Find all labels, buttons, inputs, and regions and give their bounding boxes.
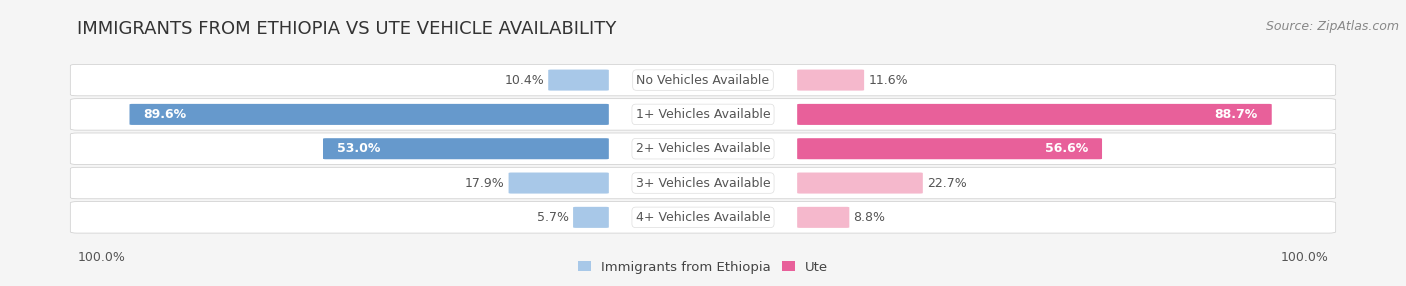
FancyBboxPatch shape bbox=[70, 167, 1336, 199]
FancyBboxPatch shape bbox=[70, 99, 1336, 130]
Text: 88.7%: 88.7% bbox=[1215, 108, 1258, 121]
Text: 11.6%: 11.6% bbox=[869, 74, 908, 87]
Text: No Vehicles Available: No Vehicles Available bbox=[637, 74, 769, 87]
Text: 1+ Vehicles Available: 1+ Vehicles Available bbox=[636, 108, 770, 121]
Text: 56.6%: 56.6% bbox=[1045, 142, 1088, 155]
FancyBboxPatch shape bbox=[548, 69, 609, 91]
FancyBboxPatch shape bbox=[509, 172, 609, 194]
FancyBboxPatch shape bbox=[70, 64, 1336, 96]
Text: 17.9%: 17.9% bbox=[464, 176, 505, 190]
FancyBboxPatch shape bbox=[797, 207, 849, 228]
FancyBboxPatch shape bbox=[70, 133, 1336, 164]
FancyBboxPatch shape bbox=[574, 207, 609, 228]
Text: 2+ Vehicles Available: 2+ Vehicles Available bbox=[636, 142, 770, 155]
FancyBboxPatch shape bbox=[797, 104, 1272, 125]
FancyBboxPatch shape bbox=[797, 69, 865, 91]
Text: IMMIGRANTS FROM ETHIOPIA VS UTE VEHICLE AVAILABILITY: IMMIGRANTS FROM ETHIOPIA VS UTE VEHICLE … bbox=[77, 20, 617, 38]
FancyBboxPatch shape bbox=[797, 138, 1102, 159]
Text: 100.0%: 100.0% bbox=[1281, 251, 1329, 264]
Text: Source: ZipAtlas.com: Source: ZipAtlas.com bbox=[1265, 20, 1399, 33]
FancyBboxPatch shape bbox=[323, 138, 609, 159]
Text: 89.6%: 89.6% bbox=[143, 108, 187, 121]
Text: 8.8%: 8.8% bbox=[853, 211, 886, 224]
FancyBboxPatch shape bbox=[70, 202, 1336, 233]
Text: 5.7%: 5.7% bbox=[537, 211, 569, 224]
Text: 22.7%: 22.7% bbox=[927, 176, 967, 190]
FancyBboxPatch shape bbox=[797, 172, 922, 194]
FancyBboxPatch shape bbox=[129, 104, 609, 125]
Text: 53.0%: 53.0% bbox=[337, 142, 381, 155]
Text: 100.0%: 100.0% bbox=[77, 251, 125, 264]
Text: 10.4%: 10.4% bbox=[505, 74, 544, 87]
Text: 3+ Vehicles Available: 3+ Vehicles Available bbox=[636, 176, 770, 190]
Legend: Immigrants from Ethiopia, Ute: Immigrants from Ethiopia, Ute bbox=[578, 261, 828, 274]
Text: 4+ Vehicles Available: 4+ Vehicles Available bbox=[636, 211, 770, 224]
